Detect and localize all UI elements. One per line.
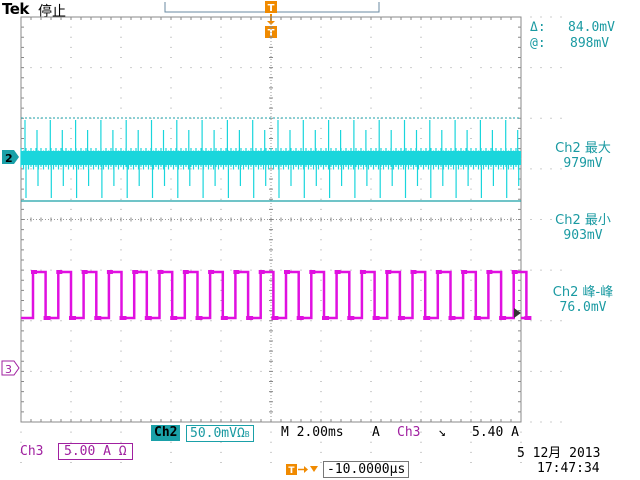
acquisition-mode: A: [372, 425, 380, 440]
trigger-offset-icon: T: [286, 464, 318, 476]
brand-logo: Tek: [2, 0, 29, 18]
measurement-value: 903mV: [563, 228, 603, 243]
cursor-delta-value: 84.0mV: [568, 20, 615, 35]
timebase-readout[interactable]: M 2.00ms: [281, 425, 344, 440]
measurement-ch2-pk2pk: Ch2 峰-峰 76.0mV: [533, 285, 633, 315]
trigger-level-marker: [514, 308, 521, 318]
trigger-level[interactable]: 5.40 A: [472, 425, 519, 440]
date-readout: 5 12月 2013: [517, 446, 601, 461]
measurement-label: Ch2 最大: [555, 141, 611, 156]
svg-text:2: 2: [5, 152, 13, 165]
trigger-slope-icon[interactable]: ↘: [438, 425, 446, 440]
time-readout: 17:47:34: [537, 461, 600, 476]
graticule: [20, 16, 562, 463]
acquisition-state: 停止: [38, 4, 66, 20]
cursor-at-value: 898mV: [570, 36, 610, 51]
ch2-bw-indicator: B: [244, 430, 250, 439]
ch2-ground-marker: 2: [2, 150, 19, 165]
measurement-label: Ch2 峰-峰: [552, 285, 614, 300]
cursor-at-label: @:: [530, 36, 546, 51]
measurement-label: Ch2 最小: [555, 213, 611, 228]
svg-text:T: T: [268, 3, 275, 14]
svg-text:3: 3: [5, 363, 12, 376]
trigger-source[interactable]: Ch3: [397, 425, 421, 440]
ch3-scale[interactable]: 5.00 A Ω: [58, 443, 133, 460]
measurement-value: 979mV: [563, 156, 603, 171]
svg-text:T: T: [288, 466, 295, 476]
measurement-ch2-max: Ch2 最大 979mV: [533, 141, 633, 171]
waveforms: [20, 117, 532, 320]
cursor-delta-label: Δ:: [530, 20, 546, 35]
trigger-position-value[interactable]: -10.0000µs: [323, 461, 410, 478]
ch2-scale-value: 50.0mVΩ: [190, 426, 245, 441]
ch2-scale[interactable]: 50.0mVΩB: [186, 425, 254, 442]
measurement-value: 76.0mV: [559, 300, 607, 315]
ch3-label[interactable]: Ch3: [20, 444, 44, 459]
ch3-ground-marker: 3: [1, 360, 20, 376]
measurement-ch2-min: Ch2 最小 903mV: [533, 213, 633, 243]
svg-text:T: T: [268, 28, 275, 39]
ch2-label[interactable]: Ch2: [151, 425, 181, 441]
